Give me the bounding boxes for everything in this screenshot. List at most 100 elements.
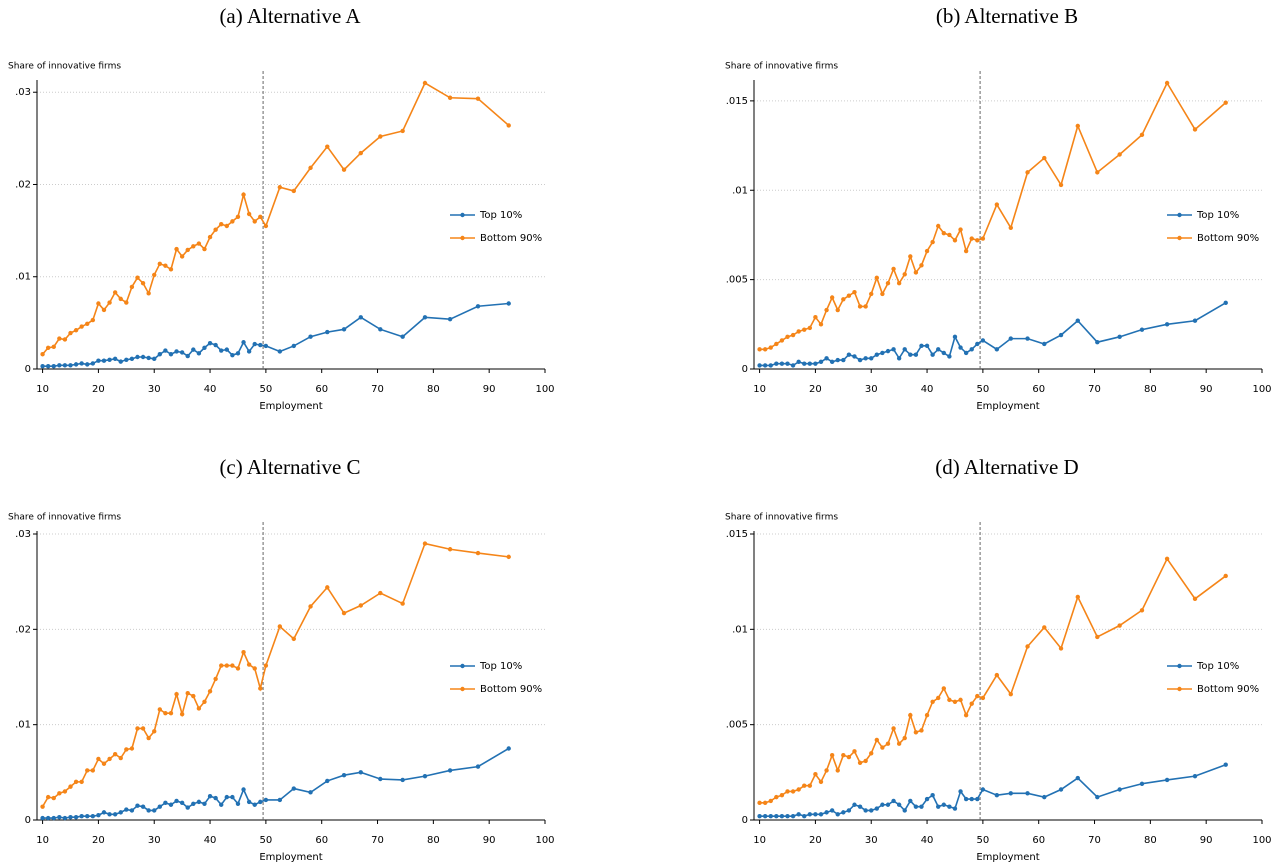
- data-point: [112, 356, 118, 362]
- data-point: [757, 800, 762, 806]
- data-point: [807, 812, 813, 817]
- data-point: [902, 272, 907, 277]
- data-point: [930, 352, 935, 357]
- data-point: [135, 354, 140, 360]
- data-point: [975, 796, 980, 802]
- y-tick-label: .02: [15, 624, 31, 635]
- data-point: [79, 361, 84, 366]
- data-point: [185, 247, 190, 253]
- data-point: [308, 604, 313, 609]
- data-point: [790, 789, 796, 794]
- data-point: [841, 297, 846, 302]
- data-point: [157, 707, 163, 712]
- x-tick-label: 80: [427, 384, 440, 395]
- data-point: [841, 810, 846, 815]
- data-point: [358, 770, 363, 775]
- panel-title: (d) Alternative D: [935, 455, 1078, 479]
- data-point: [1042, 155, 1047, 161]
- y-axis-label: Share of innovative firms: [725, 62, 838, 72]
- data-point: [807, 361, 813, 366]
- data-point: [757, 813, 762, 819]
- data-point: [952, 238, 958, 243]
- data-point: [1025, 644, 1030, 649]
- data-point: [291, 786, 296, 791]
- data-point: [85, 321, 90, 326]
- legend-label: Top 10%: [479, 210, 522, 221]
- data-point: [422, 541, 428, 546]
- legend-marker: [1177, 235, 1182, 241]
- data-point: [1164, 556, 1170, 561]
- data-point: [252, 802, 257, 807]
- data-point: [112, 290, 118, 295]
- y-tick-label: .03: [15, 87, 31, 98]
- x-tick-label: 80: [427, 835, 440, 846]
- data-point: [263, 223, 269, 229]
- data-point: [896, 281, 902, 286]
- data-point: [179, 800, 185, 806]
- data-point: [1042, 794, 1047, 800]
- data-point: [140, 726, 146, 731]
- data-point: [79, 324, 84, 329]
- data-point: [774, 794, 779, 800]
- data-point: [163, 711, 168, 716]
- legend-label: Bottom 90%: [1197, 684, 1259, 695]
- x-tick-label: 30: [865, 835, 878, 846]
- data-point: [952, 806, 958, 811]
- data-point: [68, 363, 73, 368]
- data-point: [219, 348, 224, 353]
- data-point: [85, 813, 90, 819]
- data-point: [1139, 132, 1145, 138]
- data-point: [796, 329, 801, 334]
- data-point: [779, 813, 785, 819]
- x-tick-label: 70: [371, 835, 384, 846]
- x-tick-label: 20: [809, 384, 822, 395]
- data-point: [246, 662, 252, 667]
- data-point: [57, 791, 62, 796]
- y-tick-label: .03: [15, 529, 31, 540]
- data-point: [378, 327, 383, 332]
- series-line: [42, 302, 509, 368]
- data-point: [73, 779, 79, 785]
- data-point: [841, 752, 846, 758]
- data-point: [1139, 327, 1145, 332]
- x-tick-label: 70: [1088, 835, 1101, 846]
- data-point: [1223, 762, 1228, 767]
- x-tick-label: 100: [535, 384, 554, 395]
- y-tick-label: 0: [25, 364, 31, 375]
- data-point: [213, 342, 218, 348]
- data-point: [207, 689, 213, 694]
- data-point: [224, 794, 230, 800]
- data-point: [241, 650, 246, 655]
- x-tick-label: 60: [315, 835, 328, 846]
- data-point: [919, 728, 924, 733]
- data-point: [51, 795, 56, 801]
- data-point: [124, 747, 129, 752]
- data-point: [101, 810, 107, 815]
- data-point: [341, 772, 347, 778]
- data-point: [62, 363, 68, 368]
- data-point: [1095, 170, 1100, 175]
- data-point: [813, 812, 818, 817]
- data-point: [857, 304, 863, 309]
- data-point: [774, 361, 779, 366]
- data-point: [908, 254, 913, 259]
- data-point: [762, 347, 768, 352]
- data-point: [258, 214, 263, 219]
- data-point: [107, 812, 112, 817]
- data-point: [202, 345, 207, 350]
- y-tick-label: .01: [15, 720, 31, 731]
- data-point: [146, 808, 151, 813]
- data-point: [378, 776, 383, 782]
- data-point: [1075, 123, 1080, 129]
- data-point: [146, 735, 151, 741]
- data-point: [852, 289, 857, 295]
- legend-marker: [1177, 663, 1182, 669]
- legend-marker: [1177, 212, 1182, 218]
- data-point: [768, 813, 773, 819]
- data-point: [213, 676, 218, 682]
- data-point: [62, 337, 68, 342]
- data-point: [202, 699, 207, 704]
- data-point: [924, 796, 930, 802]
- data-point: [975, 238, 980, 243]
